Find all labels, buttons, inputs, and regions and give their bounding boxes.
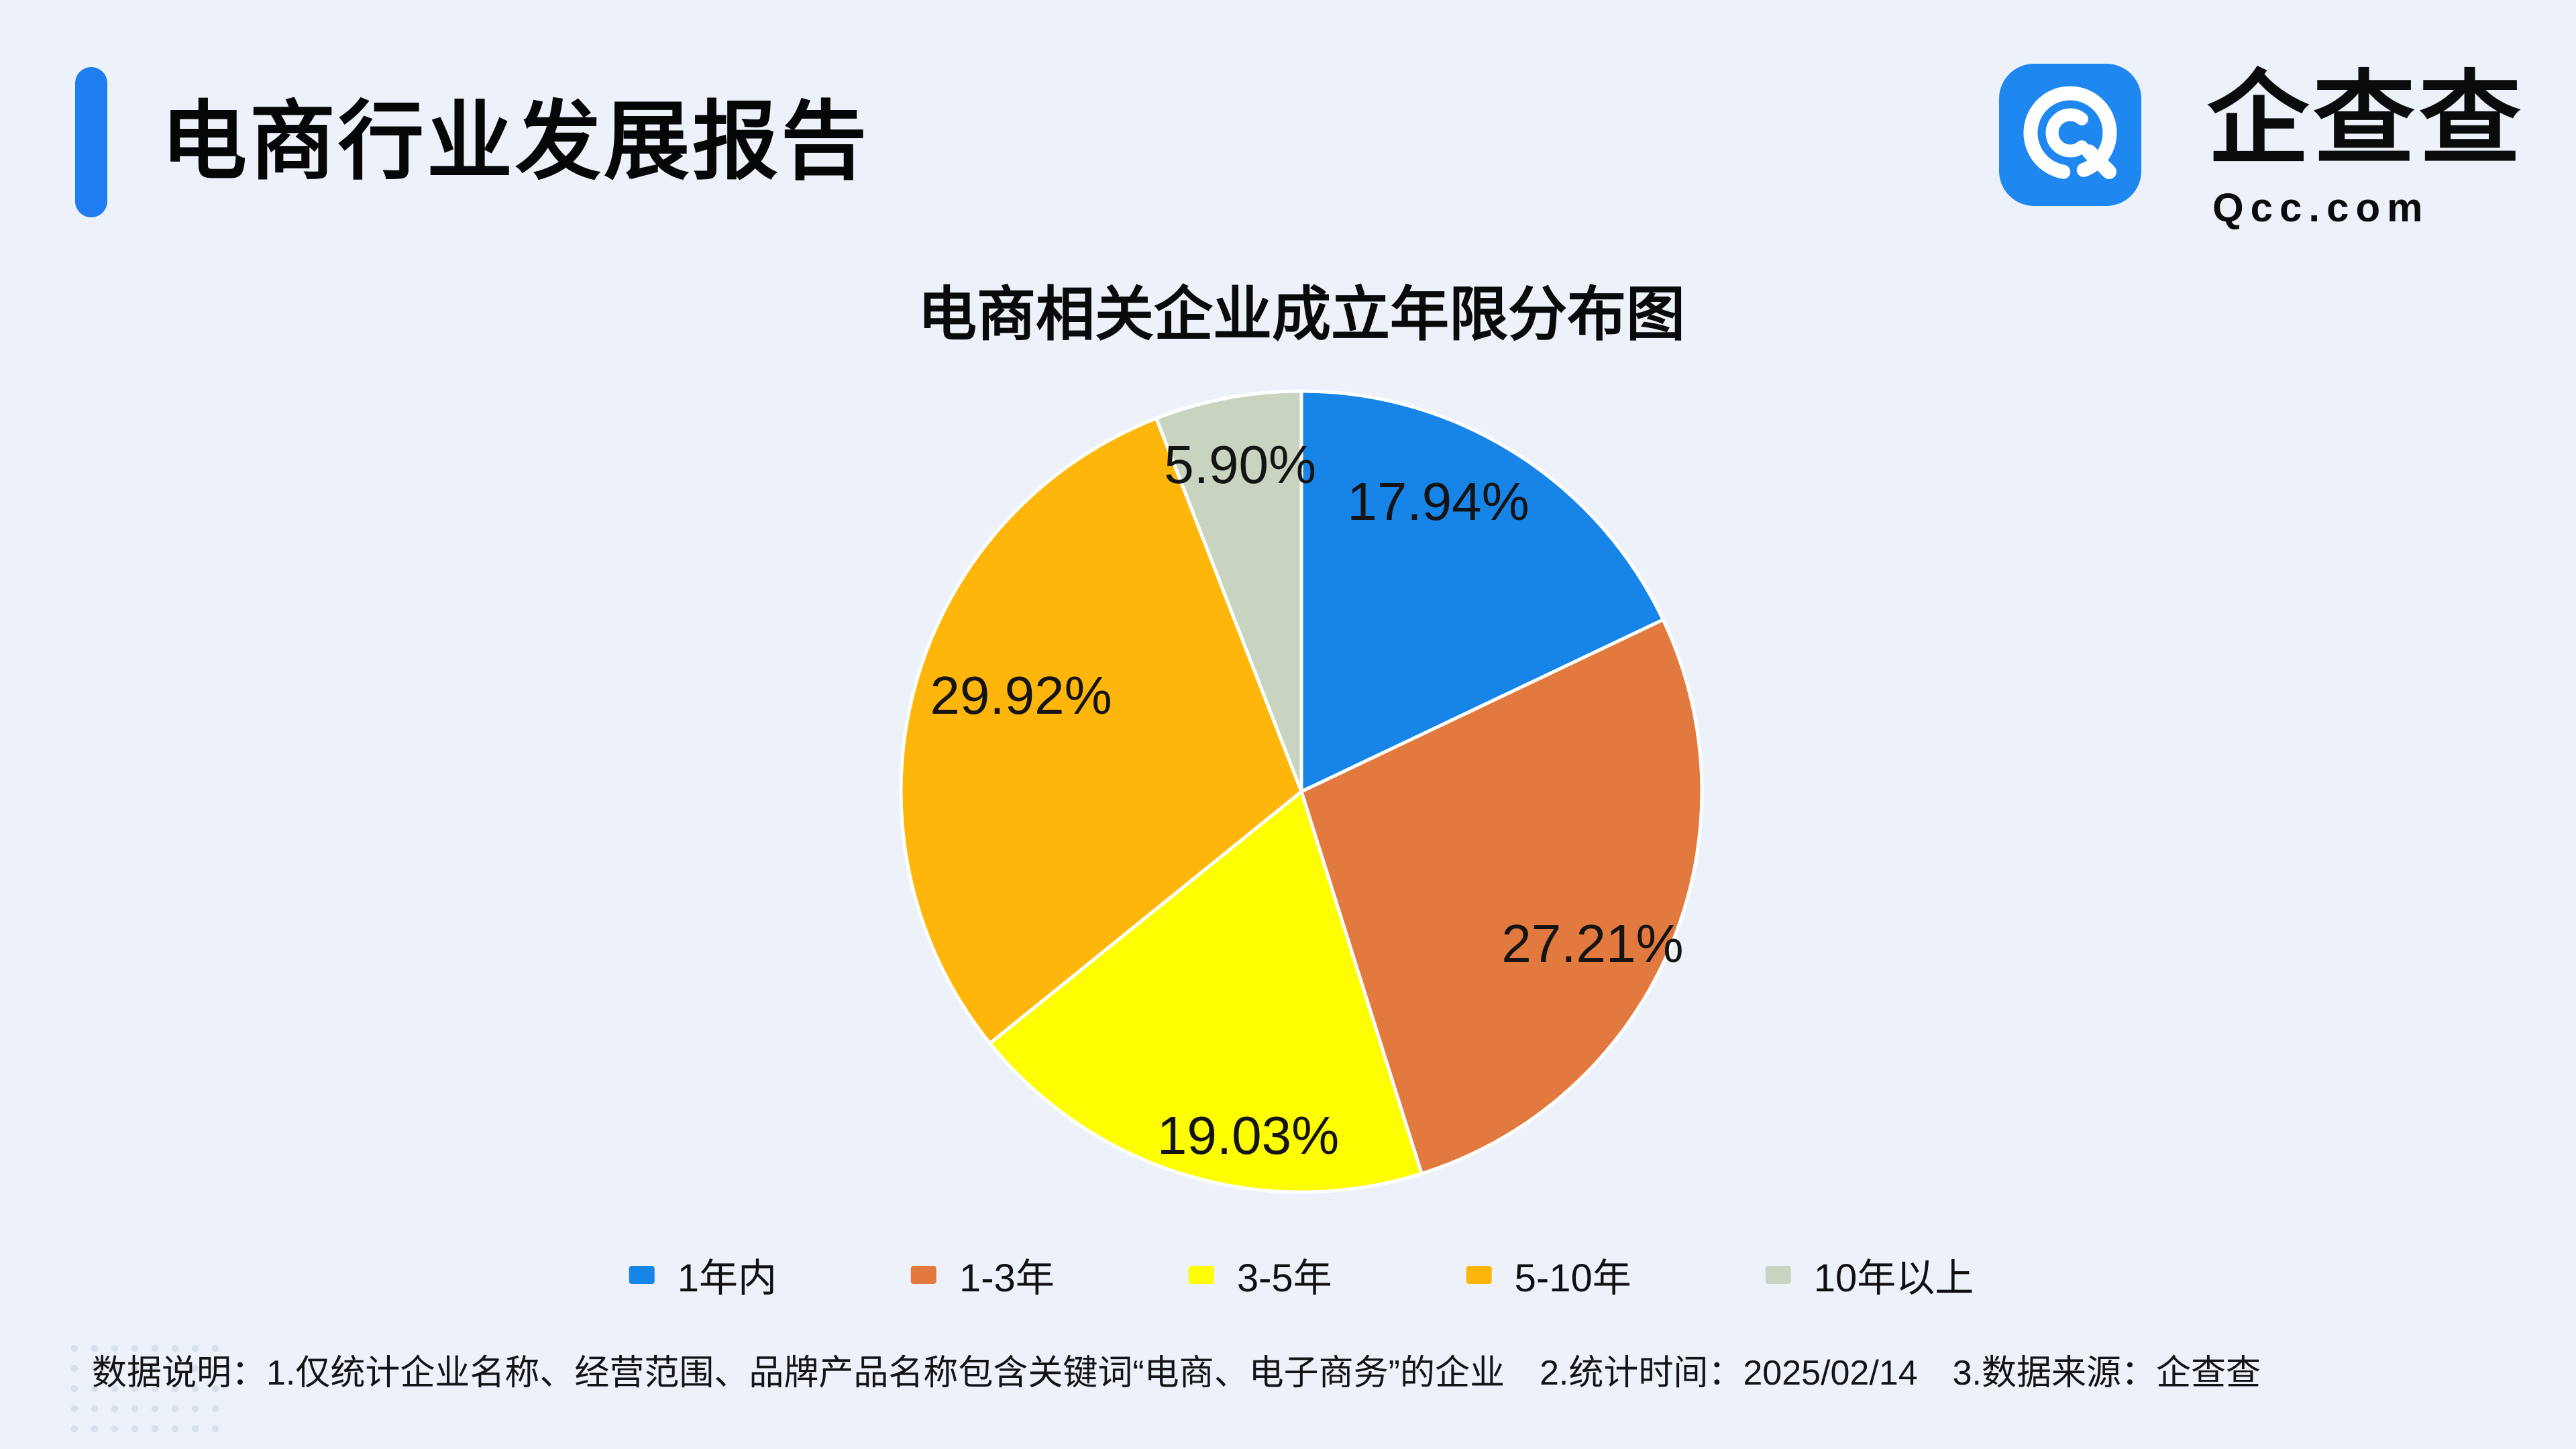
pie-slice-label-4: 5.90% <box>1164 434 1317 494</box>
data-note: 数据说明：1.仅统计企业名称、经营范围、品牌产品名称包含关键词“电商、电子商务”… <box>92 1354 2261 1393</box>
legend-item-4: 10年以上 <box>1765 1246 1974 1303</box>
legend-label: 1-3年 <box>959 1256 1055 1300</box>
corner-dots-decoration <box>64 1338 232 1439</box>
pie-slice-4 <box>1155 389 1303 794</box>
legend-item-3: 5-10年 <box>1466 1246 1631 1303</box>
legend-label: 3-5年 <box>1236 1256 1332 1300</box>
legend-mark-icon <box>1765 1265 1791 1284</box>
legend-mark-icon <box>1466 1265 1492 1284</box>
pie-slice-2 <box>988 790 1424 1194</box>
pie-chart: 17.94% 27.21% 19.03% 29.92% 5.90% <box>899 389 1704 1194</box>
pie-slice-1 <box>1299 618 1704 1175</box>
chart-title: 电商相关企业成立年限分布图 <box>917 281 1686 347</box>
legend-item-1: 1-3年 <box>910 1246 1055 1303</box>
title-accent-bar <box>75 67 107 217</box>
legend-mark-icon <box>629 1265 655 1284</box>
qcc-logo-name: 企查查 <box>2207 62 2525 176</box>
pie-slice-label-2: 19.03% <box>1157 1106 1340 1166</box>
legend-mark-icon <box>910 1265 936 1284</box>
pie-slice-label-1: 27.21% <box>1501 913 1684 973</box>
pie-chart-svg <box>899 389 1704 1194</box>
pie-slice-3 <box>899 417 1303 1045</box>
legend-item-2: 3-5年 <box>1188 1246 1332 1303</box>
page-title: 电商行业发展报告 <box>161 94 870 190</box>
legend-label: 1年内 <box>677 1256 777 1300</box>
pie-slice-label-3: 29.92% <box>930 665 1112 725</box>
pie-slice-0 <box>1299 389 1665 794</box>
chart-legend: 1年内 1-3年 3-5年 5-10年 10年以上 <box>629 1246 1974 1303</box>
qcc-logo-domain: Qcc.com <box>2212 185 2430 230</box>
legend-label: 5-10年 <box>1514 1256 1631 1300</box>
qcc-logo: 企查查 Qcc.com <box>1999 62 2529 238</box>
qcc-logo-icon <box>1999 64 2141 206</box>
legend-item-0: 1年内 <box>629 1246 777 1303</box>
pie-slice-label-0: 17.94% <box>1347 472 1529 532</box>
legend-mark-icon <box>1188 1265 1214 1284</box>
legend-label: 10年以上 <box>1813 1256 1974 1300</box>
